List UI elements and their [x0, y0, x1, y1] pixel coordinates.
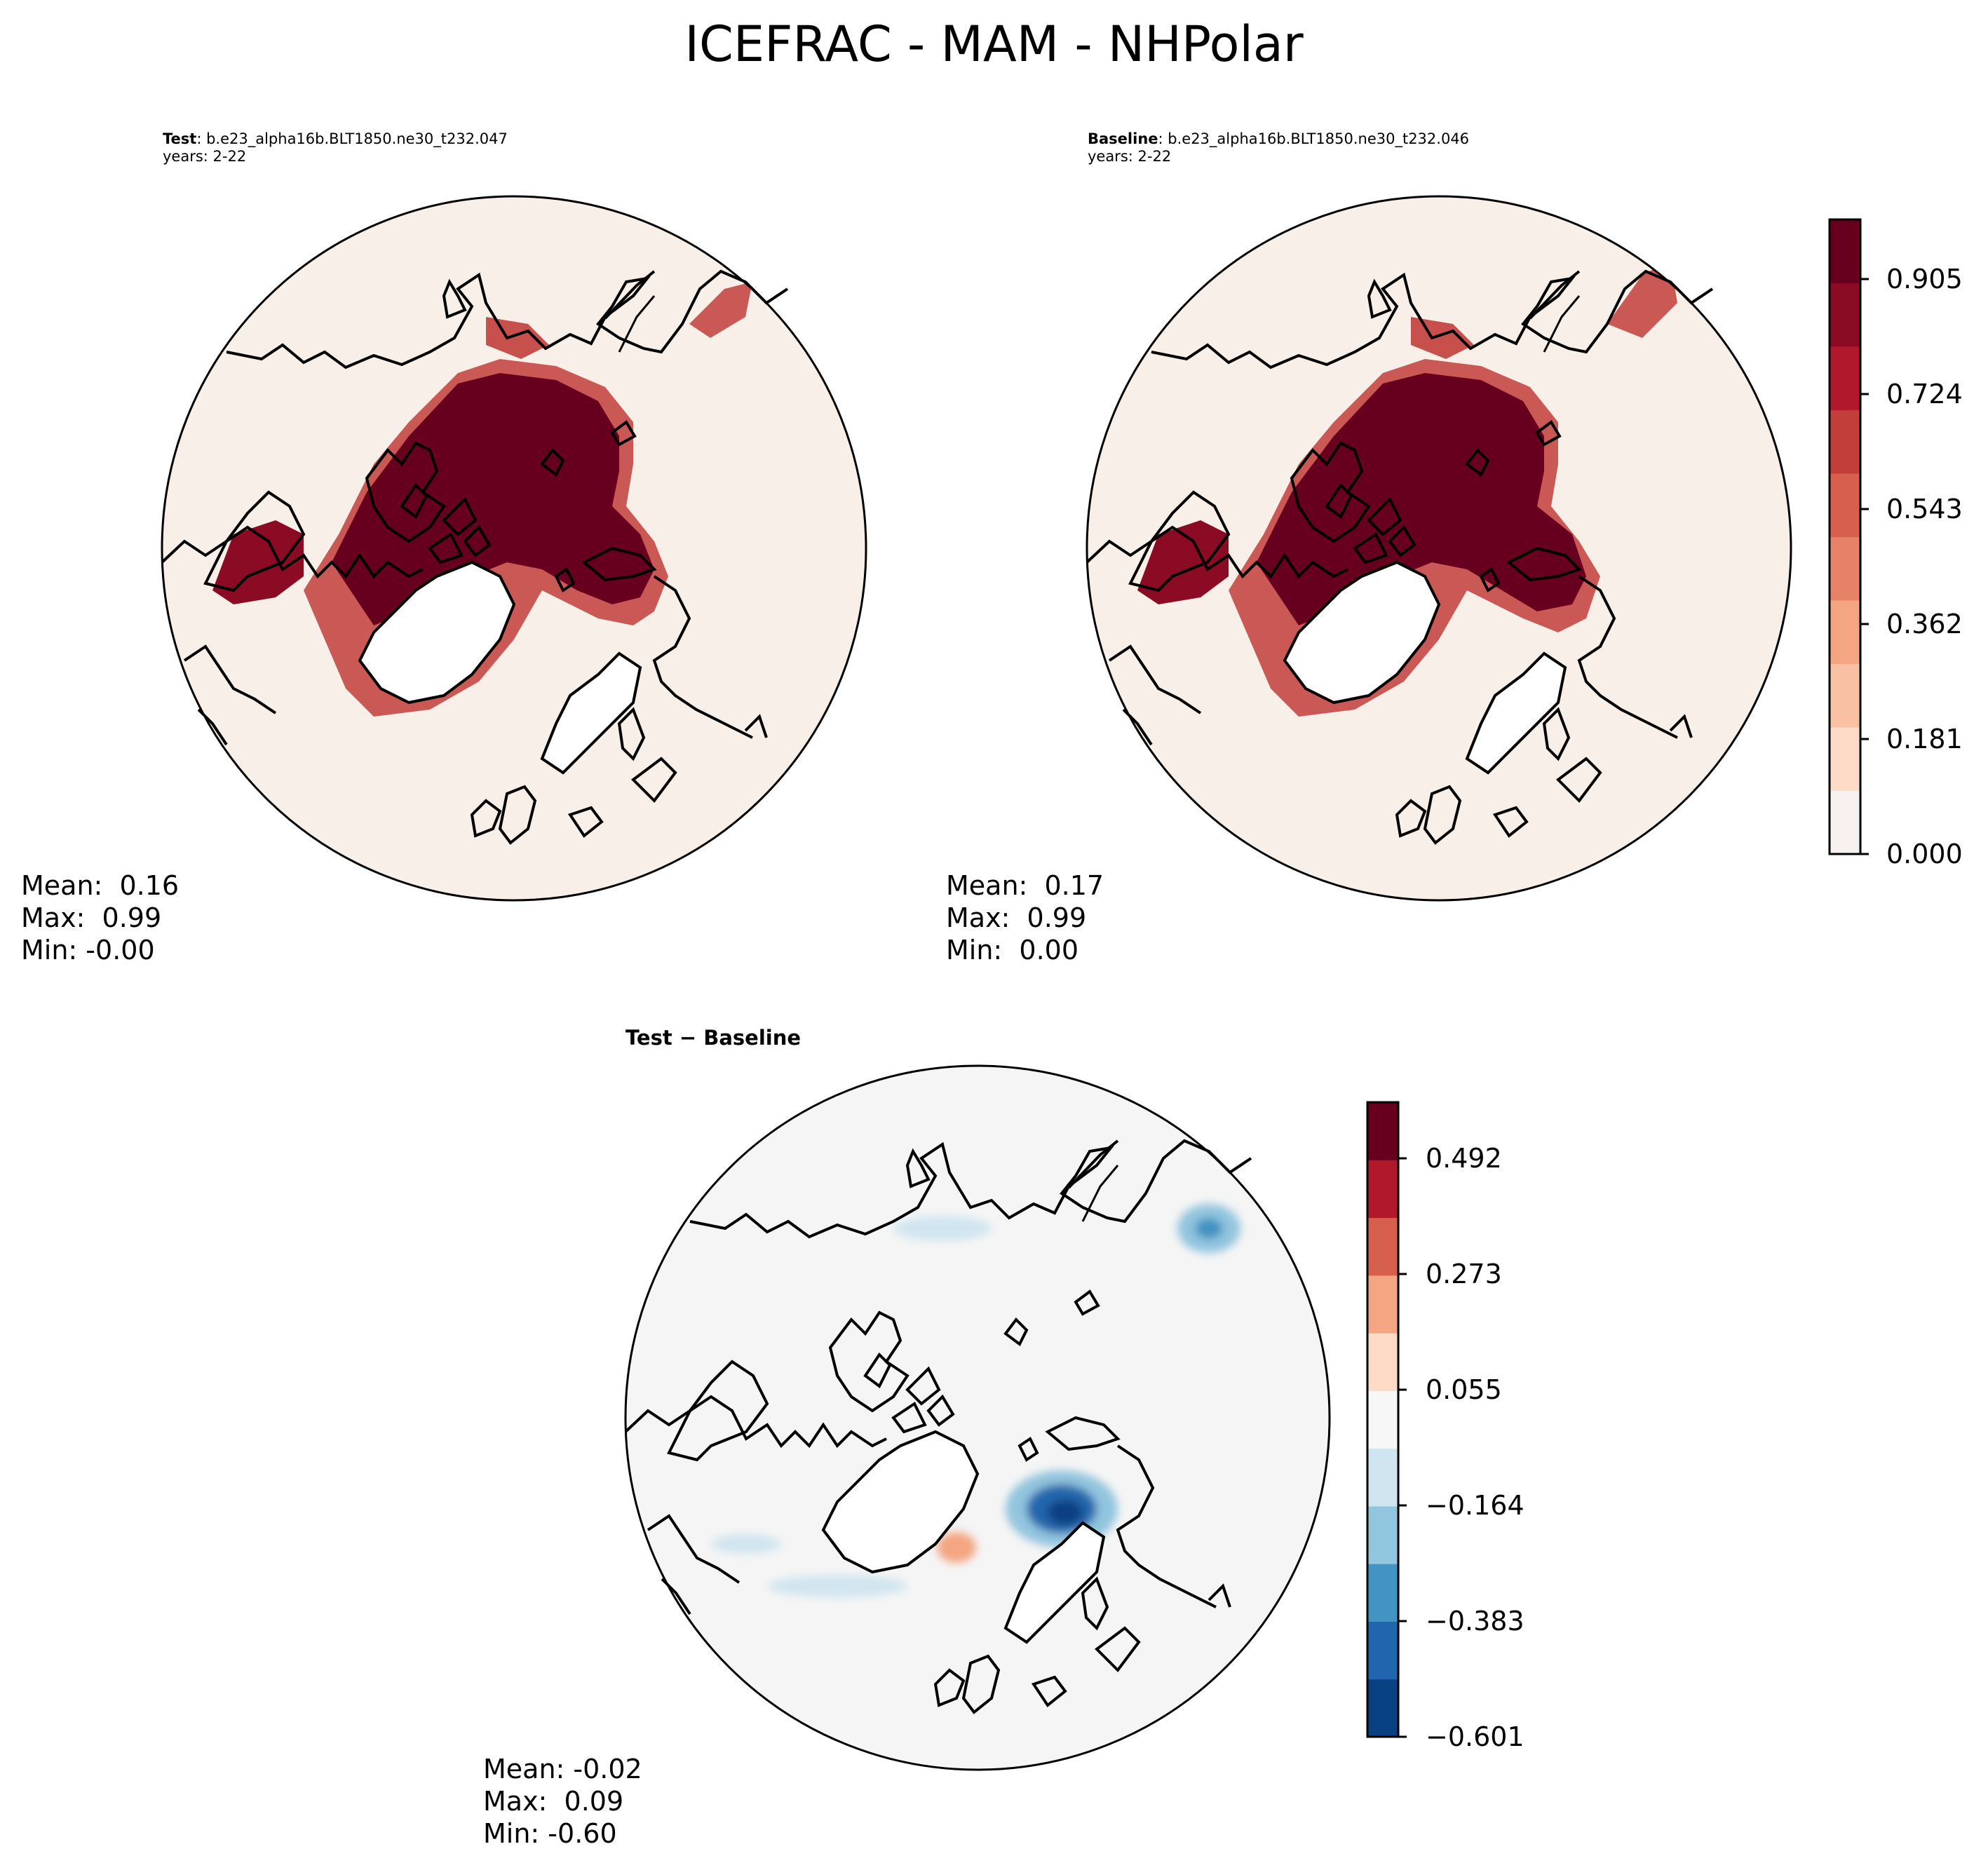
colorbar-segment: [1367, 1102, 1398, 1160]
baseline-ice-core: [1257, 373, 1586, 625]
diff-okhotsk-anomaly-core: [1195, 1218, 1223, 1239]
colorbar-segment: [1367, 1160, 1398, 1219]
test-ice-core: [332, 373, 654, 625]
baseline-max: Max: 0.99: [946, 902, 1087, 933]
baseline-hudson-ice: [1137, 520, 1229, 604]
main-colorbar: [1828, 218, 1869, 855]
colorbar-segment: [1830, 600, 1860, 664]
diff-stats: Mean: -0.02 Max: 0.09 Min: -0.60: [483, 1753, 642, 1850]
test-hudson-ice: [212, 520, 304, 604]
colorbar-tick-label: 0.543: [1886, 494, 1963, 524]
diff-colorbar: [1366, 1101, 1407, 1738]
colorbar-segment: [1830, 346, 1860, 410]
baseline-label-years: years: 2-22: [1088, 148, 1172, 165]
diff-mean: Mean: -0.02: [483, 1754, 642, 1784]
baseline-panel-label: Baseline: b.e23_alpha16b.BLT1850.ne30_t2…: [1088, 130, 1469, 165]
colorbar-segment: [1367, 1621, 1398, 1680]
diff-panel-label: Test − Baseline: [626, 1026, 802, 1050]
diff-barents-anomaly-core: [1048, 1500, 1083, 1525]
colorbar-segment: [1830, 409, 1860, 474]
colorbar-segment: [1830, 727, 1860, 791]
baseline-min: Min: 0.00: [946, 935, 1078, 966]
colorbar-tick-label: 0.724: [1886, 379, 1963, 409]
test-label-years: years: 2-22: [163, 148, 247, 165]
colorbar-border: [1828, 218, 1862, 855]
colorbar-segment: [1367, 1390, 1398, 1449]
colorbar-segment: [1367, 1217, 1398, 1276]
colorbar-segment: [1367, 1679, 1398, 1737]
colorbar-segment: [1830, 473, 1860, 537]
colorbar-tick-label: −0.383: [1426, 1606, 1524, 1637]
test-label-case: : b.e23_alpha16b.BLT1850.ne30_t232.047: [196, 130, 508, 147]
colorbar-tick-label: −0.164: [1426, 1490, 1524, 1521]
colorbar-tick-label: 0.905: [1886, 264, 1963, 294]
colorbar-segment: [1367, 1333, 1398, 1391]
diff-laptev-anomaly: [893, 1216, 992, 1241]
diff-positive-anomaly: [937, 1532, 976, 1563]
diff-labrador-anomaly: [767, 1575, 907, 1597]
test-stats: Mean: 0.16 Max: 0.99 Min: -0.00: [21, 869, 179, 966]
colorbar-border: [1366, 1101, 1400, 1738]
baseline-mean: Mean: 0.17: [946, 870, 1104, 901]
colorbar-tick-label: 0.362: [1886, 609, 1963, 639]
colorbar-segment: [1830, 790, 1860, 855]
diff-min: Min: -0.60: [483, 1818, 617, 1849]
baseline-okhotsk-ice: [1607, 261, 1677, 338]
test-okhotsk-ice: [689, 282, 752, 338]
baseline-stats: Mean: 0.17 Max: 0.99 Min: 0.00: [946, 869, 1104, 966]
colorbar-tick-label: −0.601: [1426, 1721, 1524, 1752]
diff-map-background: [626, 1066, 1330, 1770]
baseline-label-bold: Baseline: [1088, 130, 1158, 147]
colorbar-tick-label: 0.492: [1426, 1143, 1502, 1174]
diff-max: Max: 0.09: [483, 1786, 624, 1817]
test-mean: Mean: 0.16: [21, 870, 180, 901]
test-panel-label: Test: b.e23_alpha16b.BLT1850.ne30_t232.0…: [163, 130, 508, 165]
test-max: Max: 0.99: [21, 902, 162, 933]
colorbar-segment: [1830, 536, 1860, 601]
colorbar-segment: [1367, 1275, 1398, 1334]
colorbar-segment: [1367, 1564, 1398, 1622]
colorbar-segment: [1830, 283, 1860, 347]
colorbar-segment: [1830, 663, 1860, 728]
baseline-map: [1086, 195, 1792, 902]
test-label-bold: Test: [163, 130, 197, 147]
colorbar-tick-label: 0.181: [1886, 724, 1963, 754]
colorbar-tick-label: 0.273: [1426, 1259, 1502, 1289]
colorbar-segment: [1367, 1505, 1398, 1564]
colorbar-tick-label: 0.000: [1886, 839, 1963, 869]
diff-map: [624, 1064, 1331, 1771]
colorbar-segment: [1830, 219, 1860, 283]
test-map-boundary: [161, 195, 867, 902]
diff-map-boundary: [624, 1064, 1331, 1771]
test-map: [161, 195, 867, 902]
baseline-label-case: : b.e23_alpha16b.BLT1850.ne30_t232.046: [1158, 130, 1470, 147]
colorbar-tick-label: 0.055: [1426, 1374, 1502, 1405]
figure-title: ICEFRAC - MAM - NHPolar: [684, 15, 1304, 73]
test-min: Min: -0.00: [21, 935, 155, 966]
diff-baffin-anomaly: [711, 1534, 781, 1554]
baseline-map-boundary: [1086, 195, 1792, 902]
colorbar-segment: [1367, 1448, 1398, 1507]
